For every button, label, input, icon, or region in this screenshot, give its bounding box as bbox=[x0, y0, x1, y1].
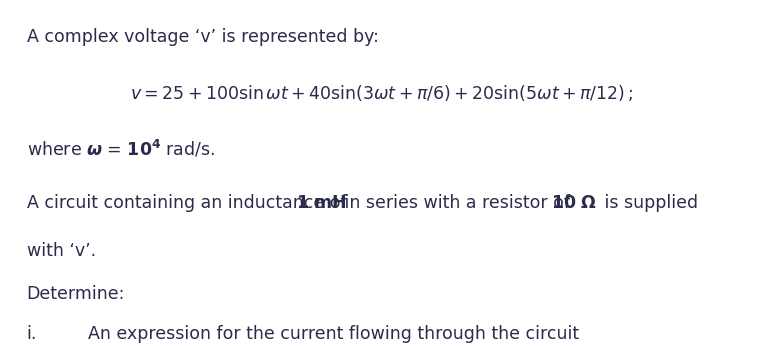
Text: An expression for the current flowing through the circuit: An expression for the current flowing th… bbox=[88, 325, 579, 343]
Text: Determine:: Determine: bbox=[27, 285, 125, 303]
Text: $\mathit{\mathbf{10\ \Omega}}$: $\mathit{\mathbf{10\ \Omega}}$ bbox=[551, 194, 597, 212]
Text: $\mathit{\mathbf{1\ mH}}$: $\mathit{\mathbf{1\ mH}}$ bbox=[296, 194, 347, 212]
Text: i.: i. bbox=[27, 325, 37, 343]
Text: in series with a resistor of: in series with a resistor of bbox=[339, 194, 575, 212]
Text: where $\boldsymbol{\omega}$ = $\mathbf{10^4}$ rad/s.: where $\boldsymbol{\omega}$ = $\mathbf{1… bbox=[27, 138, 215, 160]
Text: A circuit containing an inductance of: A circuit containing an inductance of bbox=[27, 194, 352, 212]
Text: with ‘v’.: with ‘v’. bbox=[27, 242, 96, 260]
Text: is supplied: is supplied bbox=[599, 194, 698, 212]
Text: $v = 25 + 100\mathrm{sin}\,\omega t + 40\mathrm{sin}(3\omega t + \pi /6) + 20\ma: $v = 25 + 100\mathrm{sin}\,\omega t + 40… bbox=[130, 83, 632, 103]
Text: A complex voltage ‘v’ is represented by:: A complex voltage ‘v’ is represented by: bbox=[27, 28, 379, 46]
